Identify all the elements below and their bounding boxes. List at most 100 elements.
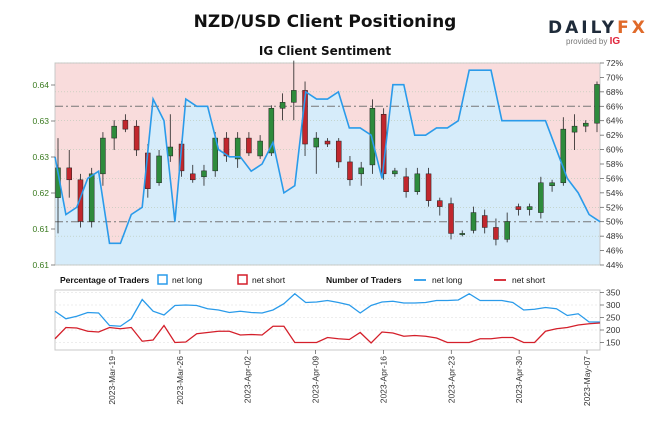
left-axis-tick-label: 0.64 bbox=[32, 80, 49, 90]
legend-net-long-label: net long bbox=[172, 275, 203, 285]
bottom-plot-frame bbox=[54, 289, 601, 351]
candle-body bbox=[190, 173, 196, 181]
right-axis-tick-label: 48% bbox=[606, 231, 623, 241]
logo-ig: IG bbox=[609, 36, 621, 47]
candle-body bbox=[167, 146, 174, 157]
net-short-count-line bbox=[54, 322, 601, 344]
right-axis-tick-label: 66% bbox=[606, 101, 623, 111]
left-axis-tick-label: 0.61 bbox=[32, 260, 49, 270]
candle-body bbox=[111, 125, 117, 139]
right-axis-tick-label: 50% bbox=[606, 217, 623, 227]
logo-fx: FX bbox=[617, 18, 648, 38]
candle-body bbox=[493, 227, 499, 240]
legend-net-short-line-label: net short bbox=[512, 275, 546, 285]
right-axis-tick-label: 72% bbox=[606, 58, 623, 68]
candle-body bbox=[526, 206, 533, 210]
bottom-axis-tick-label: 200 bbox=[606, 325, 620, 335]
net-long-area bbox=[55, 70, 600, 265]
candle-body bbox=[347, 161, 353, 181]
candle-body bbox=[549, 182, 555, 186]
bottom-axis-tick-label: 350 bbox=[606, 288, 620, 298]
candle-body bbox=[459, 233, 465, 235]
candle-body bbox=[88, 173, 95, 222]
candle-body bbox=[437, 200, 443, 207]
x-axis-tick-label: 2023-Mar-26 bbox=[175, 356, 185, 405]
candle-body bbox=[515, 206, 522, 210]
logo-provided-by: provided by bbox=[566, 37, 608, 46]
logo-daily: DAILY bbox=[548, 18, 618, 38]
x-axis-tick-label: 2023-Apr-02 bbox=[243, 356, 253, 404]
candle-body bbox=[66, 167, 72, 181]
x-axis-tick-label: 2023-May-07 bbox=[582, 356, 592, 406]
bottom-axis-tick-label: 300 bbox=[606, 300, 620, 310]
candle-body bbox=[234, 137, 241, 160]
candle-body bbox=[291, 90, 297, 103]
dailyfx-logo: DAILYFX provided by IG bbox=[548, 18, 645, 47]
right-axis-tick-label: 70% bbox=[606, 72, 623, 82]
net-long-count-line bbox=[54, 292, 600, 327]
candle-body bbox=[268, 108, 275, 154]
candle-body bbox=[425, 173, 432, 201]
left-axis-tick-label: 0.63 bbox=[32, 152, 49, 162]
candle-body bbox=[369, 108, 376, 166]
left-axis-tick-label: 0.61 bbox=[32, 224, 49, 234]
right-axis-tick-label: 62% bbox=[606, 130, 623, 140]
right-axis-tick-label: 60% bbox=[606, 145, 623, 155]
candle-body bbox=[156, 155, 162, 184]
right-axis-tick-label: 64% bbox=[606, 116, 623, 126]
bottom-axis-tick-label: 150 bbox=[606, 338, 620, 348]
candle-body bbox=[246, 137, 252, 154]
legend-heading-number: Number of Traders bbox=[326, 275, 402, 285]
chart-title: NZD/USD Client Positioning bbox=[193, 12, 457, 32]
x-axis-tick-label: 2023-Apr-30 bbox=[514, 356, 524, 404]
candle-body bbox=[538, 182, 544, 213]
candle-body bbox=[358, 167, 364, 175]
main-plot-background bbox=[54, 62, 601, 266]
candle-body bbox=[594, 84, 600, 124]
x-axis-tick-label: 2023-Mar-19 bbox=[107, 356, 117, 405]
candle-body bbox=[324, 140, 331, 145]
left-axis-tick-label: 0.62 bbox=[32, 188, 49, 198]
candle-body bbox=[470, 212, 477, 231]
legend: Percentage of Traders net long net short Nu… bbox=[60, 274, 546, 285]
right-axis-tick-label: 46% bbox=[606, 246, 623, 256]
x-axis-tick-label: 2023-Apr-23 bbox=[446, 356, 456, 404]
right-axis-tick-label: 58% bbox=[606, 159, 623, 169]
candle-body bbox=[133, 125, 140, 151]
net-long-percent-line bbox=[54, 69, 601, 245]
candle-body bbox=[77, 179, 84, 222]
chart-subtitle: IG Client Sentiment bbox=[258, 44, 392, 58]
candle-body bbox=[583, 122, 589, 127]
right-axis-tick-label: 52% bbox=[606, 202, 623, 212]
legend-net-long-line-label: net long bbox=[432, 275, 463, 285]
left-axis-tick-label: 0.63 bbox=[32, 116, 49, 126]
candle-body bbox=[392, 170, 398, 175]
candle-body bbox=[504, 221, 510, 240]
candle-body bbox=[223, 137, 230, 157]
candle-body bbox=[481, 215, 488, 228]
x-axis-tick-label: 2023-Apr-09 bbox=[311, 356, 321, 404]
candle-body bbox=[122, 119, 129, 130]
candle-body bbox=[257, 140, 263, 157]
legend-heading-percentage: Percentage of Traders bbox=[60, 275, 150, 285]
candle-body bbox=[313, 137, 320, 148]
candle-body bbox=[335, 140, 342, 163]
trader-count-panel: 350 300 250 200 150 2023-Mar-19 2023-Mar-26 202… bbox=[54, 288, 620, 406]
right-axis-tick-label: 56% bbox=[606, 173, 623, 183]
legend-net-short-swatch bbox=[237, 274, 248, 285]
bottom-axis-tick-label: 250 bbox=[606, 313, 620, 323]
right-axis-tick-label: 44% bbox=[606, 260, 623, 270]
legend-net-long-swatch bbox=[157, 274, 168, 285]
candle-body bbox=[448, 203, 454, 234]
main-axes: 72% 70% 68% 66% 64% 62% 60% 58% 56% 54% 52% 50% 48% 4… bbox=[32, 58, 623, 270]
legend-net-short-label: net short bbox=[252, 275, 286, 285]
candle-body bbox=[279, 102, 286, 109]
candle-body bbox=[403, 176, 409, 192]
candle-body bbox=[571, 125, 578, 133]
x-axis-tick-label: 2023-Apr-16 bbox=[378, 356, 388, 404]
right-axis-tick-label: 54% bbox=[606, 188, 623, 198]
candle-body bbox=[414, 173, 421, 192]
candle-body bbox=[201, 170, 207, 178]
candle-body bbox=[100, 137, 106, 175]
